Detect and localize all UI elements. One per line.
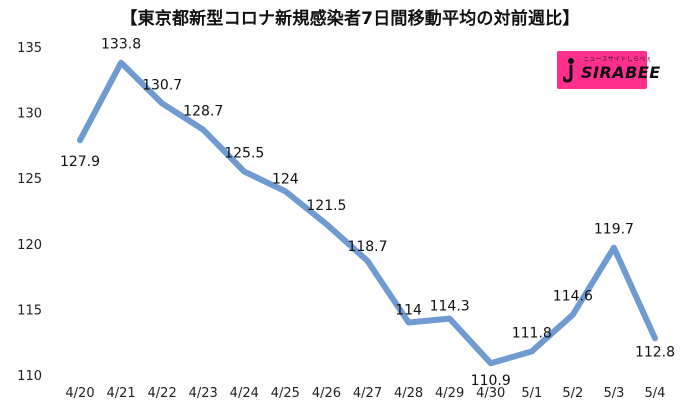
x-tick-label: 5/4	[645, 386, 666, 401]
y-tick-label: 120	[17, 238, 42, 253]
x-tick-label: 4/20	[65, 386, 94, 401]
data-label: 121.5	[306, 198, 346, 214]
y-tick-label: 125	[17, 172, 42, 187]
x-tick-label: 4/25	[271, 386, 300, 401]
y-axis-ticks: 110 115 120 125 130 135	[17, 41, 42, 384]
x-tick-label: 4/26	[312, 386, 341, 401]
data-label: 118.7	[347, 239, 387, 255]
data-label: 133.8	[101, 37, 141, 53]
data-label: 114.3	[430, 299, 470, 315]
data-label: 125.5	[224, 146, 264, 162]
data-label: 114	[395, 303, 422, 319]
logo-mark-icon	[563, 58, 574, 83]
x-tick-label: 4/24	[230, 386, 259, 401]
logo-subtext: ニュースサイトしらべぇ	[583, 56, 653, 63]
data-label: 110.9	[471, 373, 511, 389]
y-tick-label: 115	[17, 303, 42, 318]
x-tick-label: 4/29	[435, 386, 464, 401]
x-tick-label: 4/22	[148, 386, 177, 401]
x-tick-label: 4/21	[106, 386, 135, 401]
data-label: 124	[272, 171, 299, 187]
x-tick-label: 5/1	[521, 386, 542, 401]
x-tick-label: 4/27	[353, 386, 382, 401]
x-tick-label: 4/23	[189, 386, 218, 401]
data-label: 112.8	[635, 344, 675, 360]
data-label: 114.6	[553, 289, 593, 305]
data-label: 130.7	[142, 77, 182, 93]
data-label: 127.9	[60, 154, 100, 170]
x-tick-label: 4/28	[394, 386, 423, 401]
data-label: 119.7	[594, 222, 634, 238]
x-tick-label: 4/30	[476, 386, 505, 401]
data-label: 128.7	[183, 104, 223, 120]
data-label: 111.8	[512, 325, 552, 341]
series-line	[77, 59, 658, 367]
sirabee-logo: ニュースサイトしらべぇ SIRABEE	[557, 51, 660, 89]
logo-text: SIRABEE	[581, 63, 661, 82]
y-tick-label: 135	[17, 41, 42, 56]
x-axis-ticks: 4/20 4/21 4/22 4/23 4/24 4/25 4/26 4/27 4/28 4/29…	[65, 386, 665, 401]
x-tick-label: 5/3	[603, 386, 624, 401]
y-tick-label: 110	[17, 369, 42, 384]
chart-title: 【東京都新型コロナ新規感染者7日間移動平均の対前週比】	[120, 9, 580, 29]
y-tick-label: 130	[17, 107, 42, 122]
x-tick-label: 5/2	[562, 386, 583, 401]
